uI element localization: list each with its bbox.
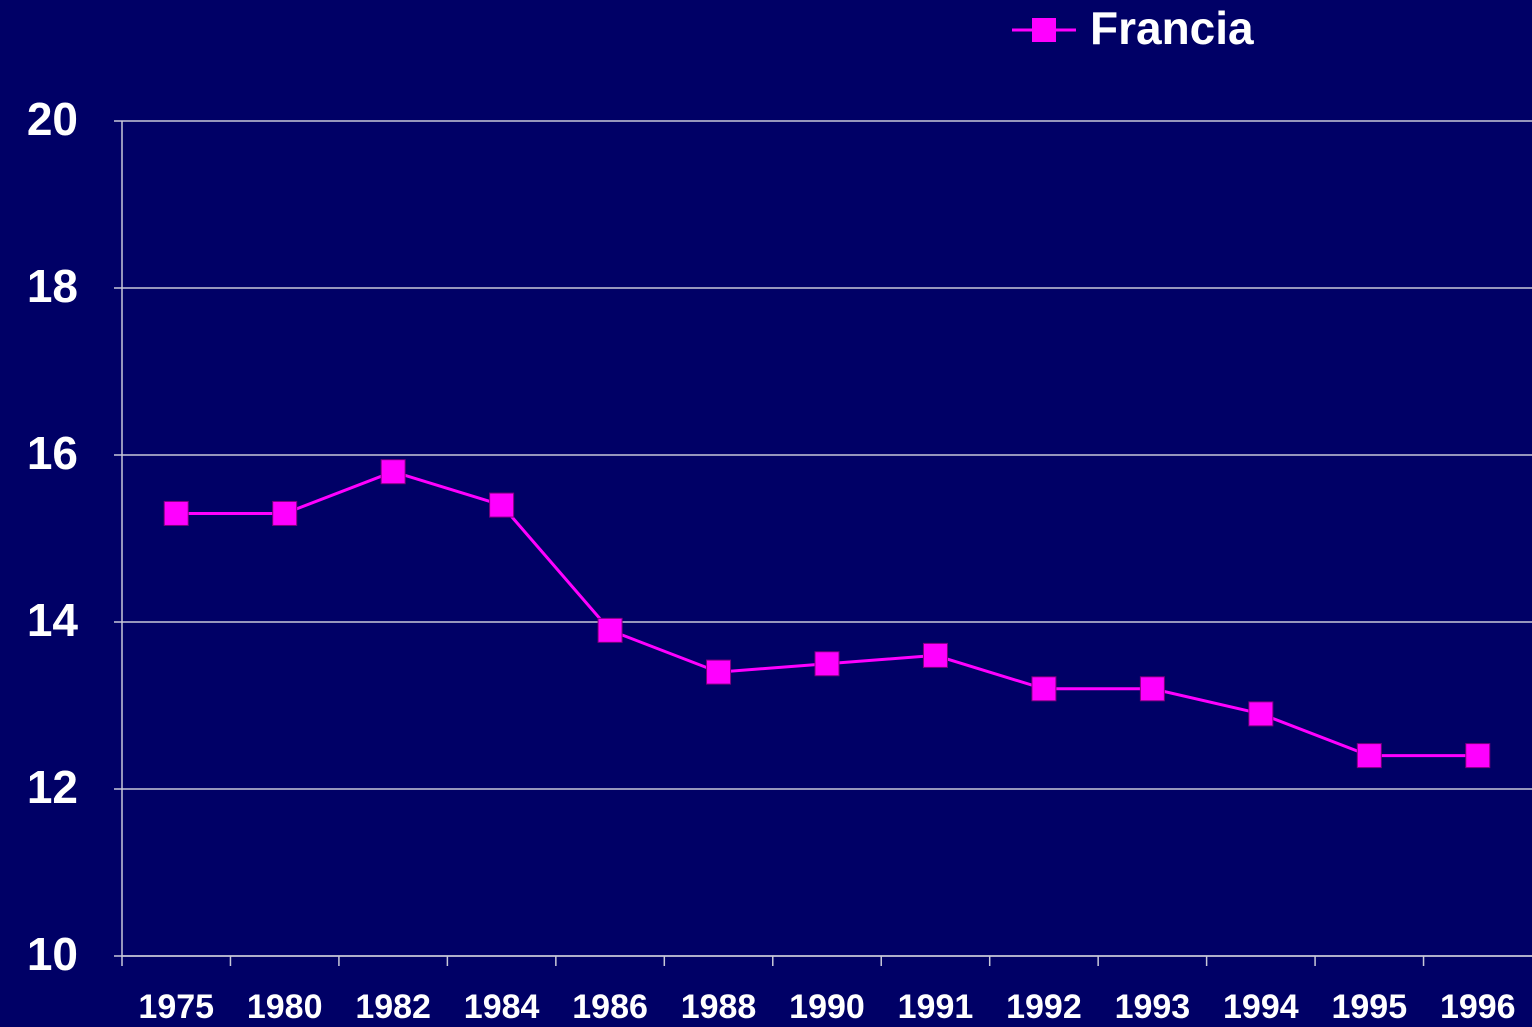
marker	[597, 617, 623, 643]
y-tick-label: 14	[27, 594, 79, 646]
marker	[706, 659, 732, 685]
legend-label: Francia	[1090, 2, 1254, 54]
x-tick-label: 1996	[1440, 988, 1516, 1026]
x-tick-label: 1988	[681, 988, 757, 1026]
marker	[1139, 676, 1165, 702]
marker	[1031, 676, 1057, 702]
marker	[1248, 701, 1274, 727]
x-tick-label: 1993	[1115, 988, 1191, 1026]
y-tick-label: 20	[27, 93, 78, 145]
legend-marker	[1032, 18, 1056, 42]
y-tick-label: 18	[27, 260, 78, 312]
x-tick-label: 1984	[464, 988, 540, 1026]
marker	[489, 492, 515, 518]
x-tick-label: 1982	[355, 988, 431, 1026]
marker	[922, 642, 948, 668]
x-tick-label: 1991	[898, 988, 974, 1026]
x-tick-label: 1990	[789, 988, 865, 1026]
x-tick-label: 1980	[247, 988, 323, 1026]
y-tick-label: 10	[27, 928, 78, 980]
marker	[163, 500, 189, 526]
marker	[272, 500, 298, 526]
x-tick-label: 1994	[1223, 988, 1299, 1026]
x-tick-label: 1975	[138, 988, 214, 1026]
marker	[814, 651, 840, 677]
x-tick-label: 1995	[1331, 988, 1407, 1026]
marker	[380, 459, 406, 485]
y-tick-label: 16	[27, 427, 78, 479]
marker	[1465, 743, 1491, 769]
marker	[1356, 743, 1382, 769]
x-tick-label: 1986	[572, 988, 648, 1026]
y-tick-label: 12	[27, 761, 78, 813]
x-tick-label: 1992	[1006, 988, 1082, 1026]
